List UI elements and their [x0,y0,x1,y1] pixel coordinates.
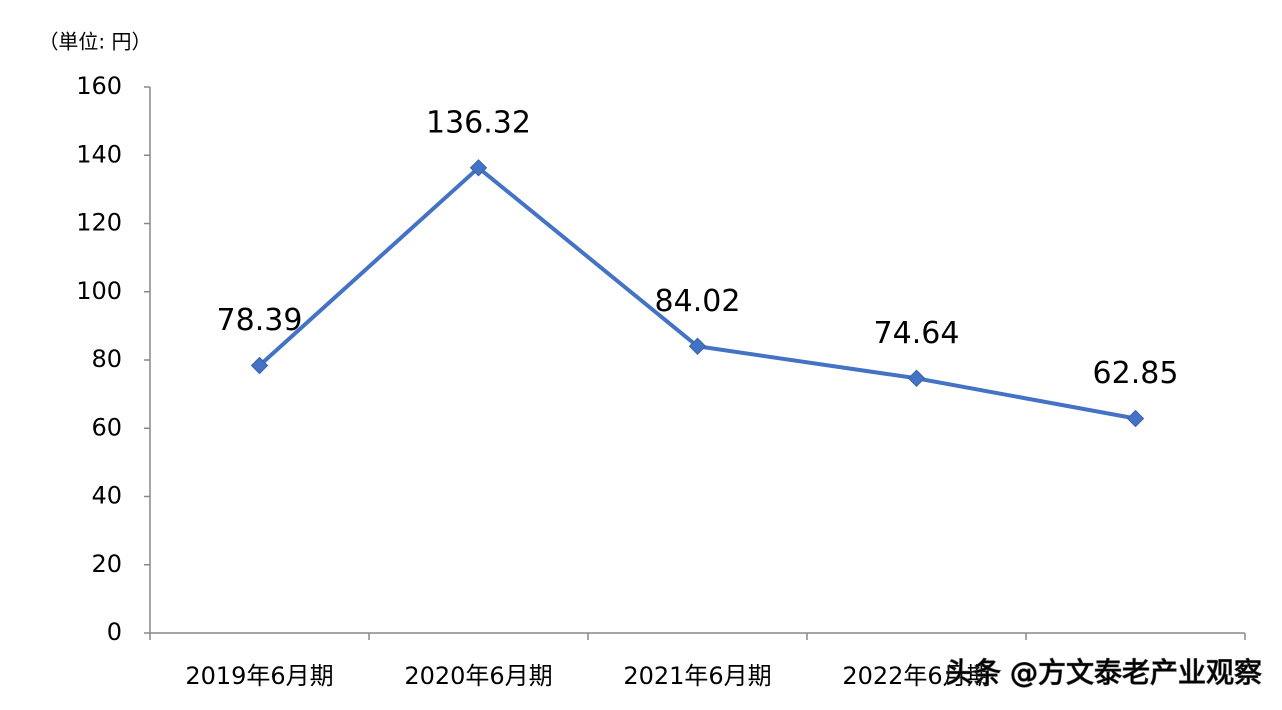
data-point [907,369,926,387]
data-label: 62.85 [1093,356,1179,391]
y-tick-label: 120 [76,209,122,237]
data-label: 74.64 [874,316,960,351]
watermark: 头条 @方文泰老产业观察 [945,656,1262,689]
data-point [250,356,269,375]
data-label: 136.32 [426,105,531,140]
y-tick-label: 160 [76,72,122,100]
y-tick-label: 140 [76,140,122,168]
y-tick-label: 40 [91,482,122,510]
y-tick-label: 0 [107,618,122,646]
x-tick-label: 2019年6月期 [185,662,333,690]
y-tick-label: 60 [91,413,122,441]
x-tick-label: 2021年6月期 [623,662,771,690]
x-tick-label: 2022年6月期 [842,662,990,690]
unit-label: （単位: 円） [38,30,151,54]
y-tick-label: 100 [76,277,122,305]
data-point [469,159,488,177]
data-point [688,337,707,355]
x-tick-label: 2020年6月期 [404,662,552,690]
data-label: 78.39 [217,303,303,338]
y-tick-label: 80 [91,345,122,373]
data-point [1126,409,1145,428]
y-tick-label: 20 [91,550,122,578]
data-label: 84.02 [655,284,741,319]
